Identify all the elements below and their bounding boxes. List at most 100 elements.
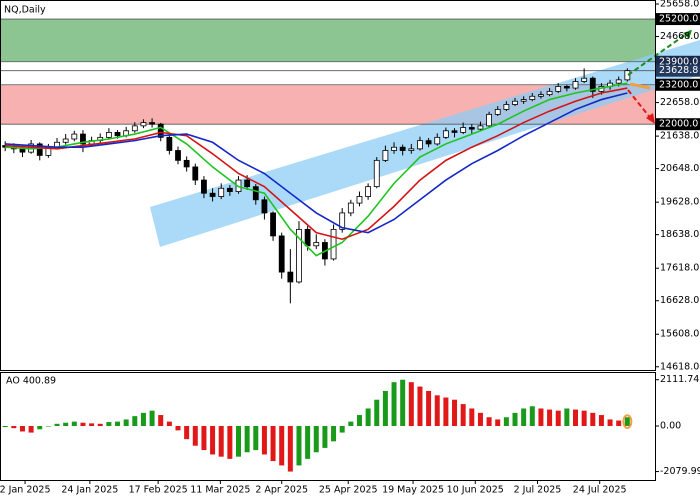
ao-bar — [486, 417, 492, 426]
candle-body — [417, 140, 423, 150]
ao-bar — [521, 408, 527, 426]
ao-bar — [417, 386, 423, 426]
ao-bar — [123, 419, 129, 426]
ao-bar — [270, 426, 276, 462]
candle-body — [451, 130, 458, 133]
ao-bar — [115, 421, 121, 426]
candle-body — [520, 99, 527, 102]
candle-body — [347, 202, 354, 214]
candle-body — [589, 77, 596, 92]
candle-body — [408, 148, 415, 151]
x-tick-label: 25 Apr 2025 — [319, 485, 378, 496]
ao-bar — [391, 382, 397, 426]
plot — [0, 18, 655, 304]
candle-body — [209, 192, 216, 197]
ao-bar — [408, 382, 414, 426]
candle-body — [477, 125, 484, 130]
candle-body — [226, 187, 233, 192]
candle-body — [175, 150, 181, 161]
candle-body — [149, 122, 155, 125]
candle-body — [71, 133, 78, 140]
candle-body — [615, 79, 622, 84]
chart-title: NQ,Daily — [4, 5, 46, 16]
ao-bar — [166, 421, 172, 426]
candle-body — [313, 242, 320, 247]
ao-bar — [235, 426, 241, 457]
candle-body — [572, 81, 579, 89]
candle-body — [399, 146, 406, 151]
y-tick-label: 20648.0 — [660, 163, 699, 174]
candle-body — [270, 212, 276, 237]
y-tick-label: 22658.0 — [660, 97, 699, 108]
ao-bar — [218, 426, 224, 457]
ao-bar — [331, 426, 337, 442]
ao-bar — [2, 426, 8, 428]
trend-channel — [150, 40, 700, 247]
candle-body — [62, 138, 69, 143]
ao-bar — [261, 426, 267, 455]
ao-bar — [616, 420, 622, 426]
ao-bar — [547, 409, 553, 426]
ao-bar — [184, 426, 190, 440]
ao-bar — [374, 399, 380, 426]
ao-bar — [19, 426, 25, 432]
ao-bar — [529, 406, 535, 426]
ao-bar — [469, 408, 475, 426]
ao-bar — [598, 415, 604, 426]
ao-bar — [63, 422, 69, 426]
ao-bar — [495, 419, 501, 426]
ao-bar — [305, 426, 311, 459]
ao-bar — [590, 412, 596, 426]
ao-bar — [460, 404, 466, 426]
candle-body — [304, 228, 311, 247]
ao-bar — [348, 421, 354, 426]
candle-body — [252, 186, 259, 201]
arrow-down — [627, 89, 653, 121]
arrow-side — [629, 82, 651, 90]
ao-bar — [175, 426, 181, 431]
candle-body — [140, 122, 147, 127]
ao-bar — [573, 409, 579, 426]
candle-body — [356, 196, 363, 204]
candle-body — [183, 159, 190, 168]
ao-bar — [89, 423, 95, 426]
candle-body — [460, 127, 467, 133]
ao-bar — [106, 422, 112, 426]
candle-body — [494, 109, 501, 115]
candle-body — [503, 104, 510, 110]
candle-body — [157, 123, 164, 138]
candle-body — [624, 70, 631, 81]
candle-body — [114, 132, 121, 137]
ao-bar — [365, 408, 371, 426]
candle-body — [80, 133, 86, 145]
y-tick-label: 21638.0 — [660, 131, 699, 142]
arrow-up — [627, 29, 693, 76]
candle-body — [546, 90, 553, 96]
y-tick-label: 2111.74 — [660, 374, 699, 385]
x-tick-label: 2 Apr 2025 — [255, 485, 308, 496]
y-tick-label: 24668.0 — [660, 31, 699, 42]
candle-body — [563, 86, 570, 89]
ao-bar — [192, 426, 198, 446]
candle-body — [192, 166, 199, 181]
candle-body — [296, 228, 302, 283]
level-box — [656, 64, 700, 77]
candle-body — [581, 77, 588, 82]
y-tick-label: 19628.0 — [660, 197, 699, 208]
candle-body — [339, 212, 346, 230]
ao-bar — [538, 408, 544, 426]
candle-body — [468, 127, 475, 130]
y-tick-label: 15608.0 — [660, 329, 699, 340]
y-tick-label: 17618.0 — [660, 263, 699, 274]
candle-body — [529, 95, 536, 100]
y-tick-label: 0.00 — [660, 421, 681, 432]
ao-bar — [322, 426, 328, 448]
x-tick-label: 17 Feb 2025 — [129, 485, 188, 496]
arrow-head — [646, 113, 655, 124]
ao-bar — [149, 410, 155, 426]
x-tick-label: 10 Jun 2025 — [447, 485, 504, 496]
ao-bar — [477, 412, 483, 426]
ao-bar — [287, 426, 293, 472]
ao-bar — [227, 426, 233, 459]
level-label: 23628.8 — [659, 65, 698, 76]
